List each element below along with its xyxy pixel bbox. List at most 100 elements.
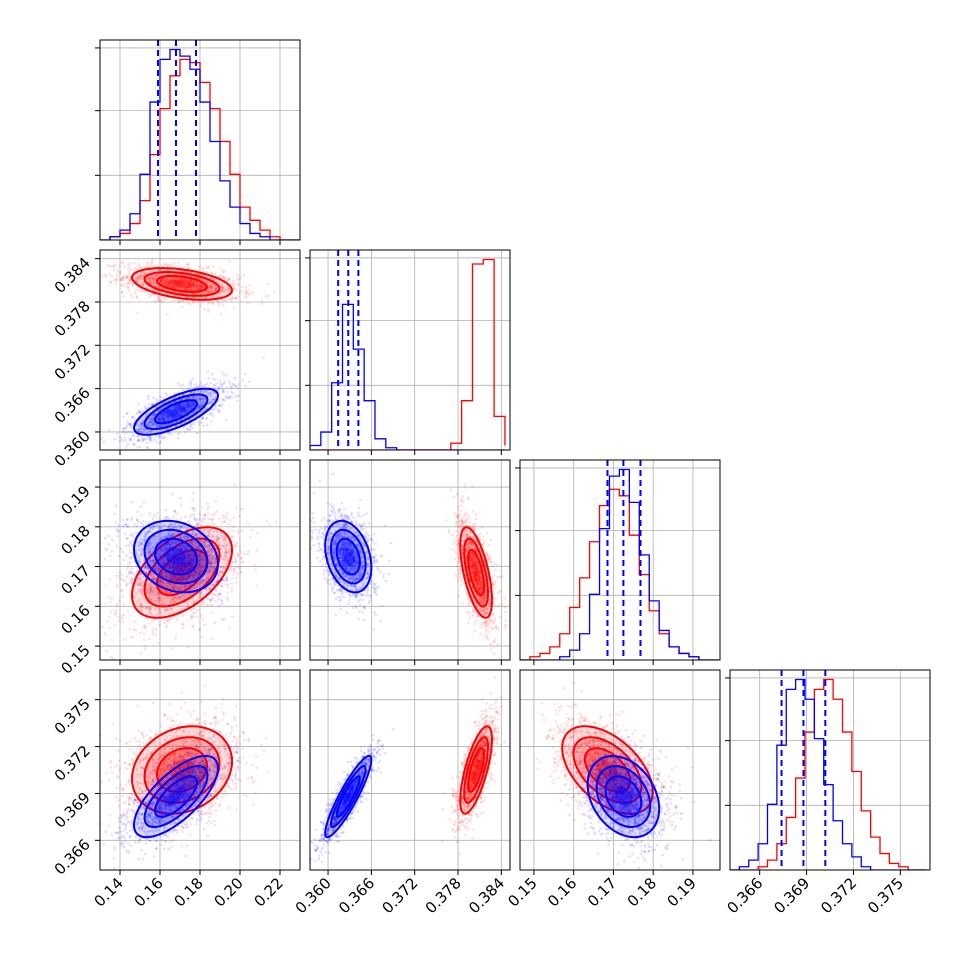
sample-point bbox=[135, 296, 139, 299]
sample-point bbox=[210, 637, 213, 640]
sample-point bbox=[251, 290, 254, 294]
sample-point bbox=[172, 414, 176, 417]
sample-point bbox=[192, 283, 195, 287]
sample-point bbox=[178, 279, 182, 282]
sample-point bbox=[162, 414, 165, 417]
sample-point bbox=[128, 276, 132, 279]
sample-point bbox=[213, 384, 216, 388]
sample-point bbox=[169, 283, 172, 286]
sample-point bbox=[223, 519, 226, 523]
sample-point bbox=[171, 280, 175, 284]
sample-point bbox=[151, 288, 155, 291]
sample-point bbox=[166, 416, 170, 420]
sample-point bbox=[186, 262, 189, 265]
sample-point bbox=[192, 292, 196, 295]
sample-point bbox=[205, 416, 209, 420]
sample-point bbox=[160, 277, 164, 281]
sample-point bbox=[157, 418, 161, 422]
sample-point bbox=[176, 432, 180, 436]
sample-point bbox=[154, 626, 157, 630]
sample-point bbox=[190, 403, 194, 407]
sample-point bbox=[232, 287, 236, 290]
sample-point bbox=[185, 406, 188, 410]
sample-point bbox=[200, 284, 203, 287]
sample-point bbox=[114, 504, 118, 507]
sample-point bbox=[164, 508, 167, 512]
sample-point bbox=[110, 275, 114, 278]
sample-point bbox=[148, 436, 151, 439]
sample-point bbox=[123, 638, 126, 641]
sample-point bbox=[131, 416, 134, 419]
sample-point bbox=[224, 583, 227, 586]
sample-point bbox=[150, 282, 153, 285]
sample-point bbox=[236, 386, 240, 390]
sample-point bbox=[187, 405, 191, 409]
sample-point bbox=[182, 281, 186, 284]
sample-point bbox=[164, 392, 167, 395]
sample-point bbox=[159, 279, 163, 282]
sample-point bbox=[236, 283, 240, 287]
sample-point bbox=[175, 280, 179, 284]
sample-point bbox=[188, 280, 192, 284]
sample-point bbox=[159, 299, 162, 302]
sample-point bbox=[179, 280, 182, 284]
sample-point bbox=[182, 280, 185, 284]
sample-point bbox=[190, 422, 194, 426]
sample-point bbox=[192, 397, 195, 400]
sample-point bbox=[169, 413, 173, 417]
sample-point bbox=[211, 301, 214, 305]
sample-point bbox=[105, 649, 109, 653]
sample-point bbox=[156, 295, 160, 298]
sample-point bbox=[156, 425, 159, 429]
sample-point bbox=[188, 282, 191, 286]
sample-point bbox=[224, 276, 227, 279]
sample-point bbox=[226, 290, 230, 294]
sample-point bbox=[208, 402, 211, 406]
sample-point bbox=[214, 404, 217, 408]
sample-point bbox=[162, 406, 165, 409]
sample-point bbox=[184, 407, 187, 411]
sample-point bbox=[197, 273, 201, 276]
sample-point bbox=[179, 413, 183, 417]
sample-point bbox=[211, 286, 214, 290]
sample-point bbox=[162, 281, 165, 284]
sample-point bbox=[146, 277, 150, 281]
sample-point bbox=[136, 411, 140, 414]
sample-point bbox=[162, 415, 165, 419]
sample-point bbox=[178, 285, 182, 288]
sample-point bbox=[209, 276, 212, 279]
sample-point bbox=[167, 283, 170, 287]
sample-point bbox=[234, 296, 237, 300]
sample-point bbox=[122, 430, 125, 434]
sample-point bbox=[133, 620, 137, 624]
sample-point bbox=[185, 403, 189, 407]
sample-point bbox=[187, 402, 190, 405]
sample-point bbox=[267, 282, 270, 286]
sample-point bbox=[210, 271, 213, 275]
sample-point bbox=[209, 284, 212, 288]
sample-point bbox=[108, 578, 112, 581]
sample-point bbox=[180, 282, 183, 285]
sample-point bbox=[121, 595, 125, 598]
sample-point bbox=[170, 418, 173, 421]
sample-point bbox=[239, 570, 242, 573]
sample-point bbox=[203, 295, 207, 299]
sample-point bbox=[200, 519, 204, 522]
sample-point bbox=[157, 415, 161, 419]
sample-point bbox=[133, 291, 137, 295]
sample-point bbox=[218, 274, 222, 278]
sample-point bbox=[192, 395, 195, 398]
sample-point bbox=[206, 502, 209, 505]
sample-point bbox=[228, 382, 232, 386]
sample-point bbox=[221, 514, 224, 517]
sample-point bbox=[218, 604, 221, 608]
sample-point bbox=[169, 433, 173, 436]
sample-point bbox=[117, 554, 121, 557]
sample-point bbox=[137, 262, 140, 266]
sample-point bbox=[231, 615, 234, 618]
sample-point bbox=[136, 402, 140, 405]
sample-point bbox=[233, 376, 237, 380]
sample-point bbox=[149, 420, 152, 424]
sample-point bbox=[175, 284, 178, 288]
sample-point bbox=[181, 278, 184, 281]
